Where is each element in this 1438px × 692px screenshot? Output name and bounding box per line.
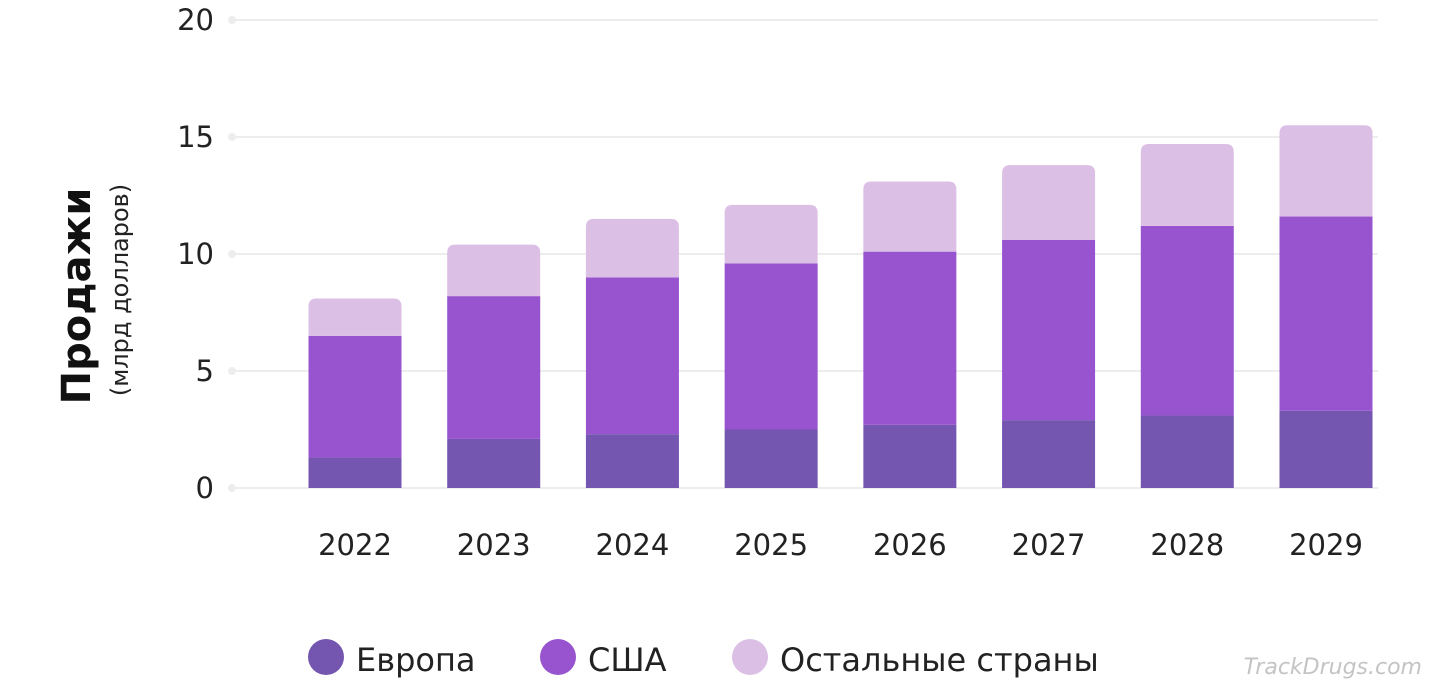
bar-segment-2023-0 <box>447 438 541 488</box>
bar-segment-2024-0 <box>585 434 679 488</box>
y-axis-title: Продажи (млрд долларов) <box>54 184 134 405</box>
bar-segment-2027-2 <box>1002 165 1096 240</box>
y-axis-sublabel: (млрд долларов) <box>106 184 134 396</box>
x-tick-label: 2029 <box>1289 528 1363 562</box>
legend-swatch-2 <box>732 639 768 675</box>
bar-segment-2026-0 <box>863 424 957 488</box>
y-axis-label: Продажи <box>54 188 100 405</box>
bar-segment-2023-2 <box>447 244 541 297</box>
legend-swatch-1 <box>540 639 576 675</box>
legend-swatch-0 <box>308 639 344 675</box>
y-tick-label: 15 <box>177 120 214 154</box>
grid-line-dot <box>228 367 236 375</box>
bar-segment-2022-1 <box>308 335 402 458</box>
bar-segment-2026-1 <box>863 251 957 425</box>
bar-segment-2023-1 <box>447 296 541 439</box>
y-tick-label: 0 <box>196 471 214 505</box>
bar-segment-2022-0 <box>308 457 402 488</box>
bar-segment-2029-1 <box>1279 216 1373 411</box>
bar-segment-2024-2 <box>585 218 679 278</box>
bar-segment-2025-1 <box>724 263 818 430</box>
bar-segment-2025-0 <box>724 429 818 488</box>
grid-line-dot <box>228 16 236 24</box>
legend-label-2: Остальные страны <box>780 641 1099 679</box>
watermark: TrackDrugs.com <box>1244 655 1422 680</box>
legend-label-0: Европа <box>356 641 476 679</box>
x-tick-label: 2024 <box>596 528 670 562</box>
bar-segment-2026-2 <box>863 181 957 252</box>
bar-segment-2028-0 <box>1140 415 1234 488</box>
x-tick-labels: 2022 2023 2024 2025 2026 2027 2028 2029 <box>318 528 1363 562</box>
bar-segment-2029-0 <box>1279 410 1373 488</box>
grid-line-dot <box>228 484 236 492</box>
bar-segment-2029-2 <box>1279 125 1373 217</box>
bar-segment-2025-2 <box>724 204 818 264</box>
grid-line-dot <box>228 133 236 141</box>
bar-segment-2028-2 <box>1140 144 1234 226</box>
bar-segment-2028-1 <box>1140 225 1234 416</box>
bar-segment-2027-0 <box>1002 420 1096 488</box>
y-tick-label: 20 <box>177 3 214 37</box>
x-tick-label: 2028 <box>1150 528 1224 562</box>
grid-line-dot <box>228 250 236 258</box>
bars <box>308 125 1373 488</box>
x-tick-label: 2026 <box>873 528 947 562</box>
y-tick-label: 10 <box>177 237 214 271</box>
legend: Европа США Остальные страны <box>308 639 1099 679</box>
x-tick-label: 2022 <box>318 528 392 562</box>
legend-label-1: США <box>588 641 667 679</box>
bar-segment-2022-2 <box>308 298 402 336</box>
x-tick-label: 2023 <box>457 528 531 562</box>
bar-segment-2024-1 <box>585 277 679 435</box>
y-tick-labels: 0 5 10 15 20 <box>177 3 214 505</box>
bar-segment-2027-1 <box>1002 239 1096 421</box>
x-tick-label: 2027 <box>1012 528 1086 562</box>
y-tick-label: 5 <box>196 354 214 388</box>
x-tick-label: 2025 <box>734 528 808 562</box>
